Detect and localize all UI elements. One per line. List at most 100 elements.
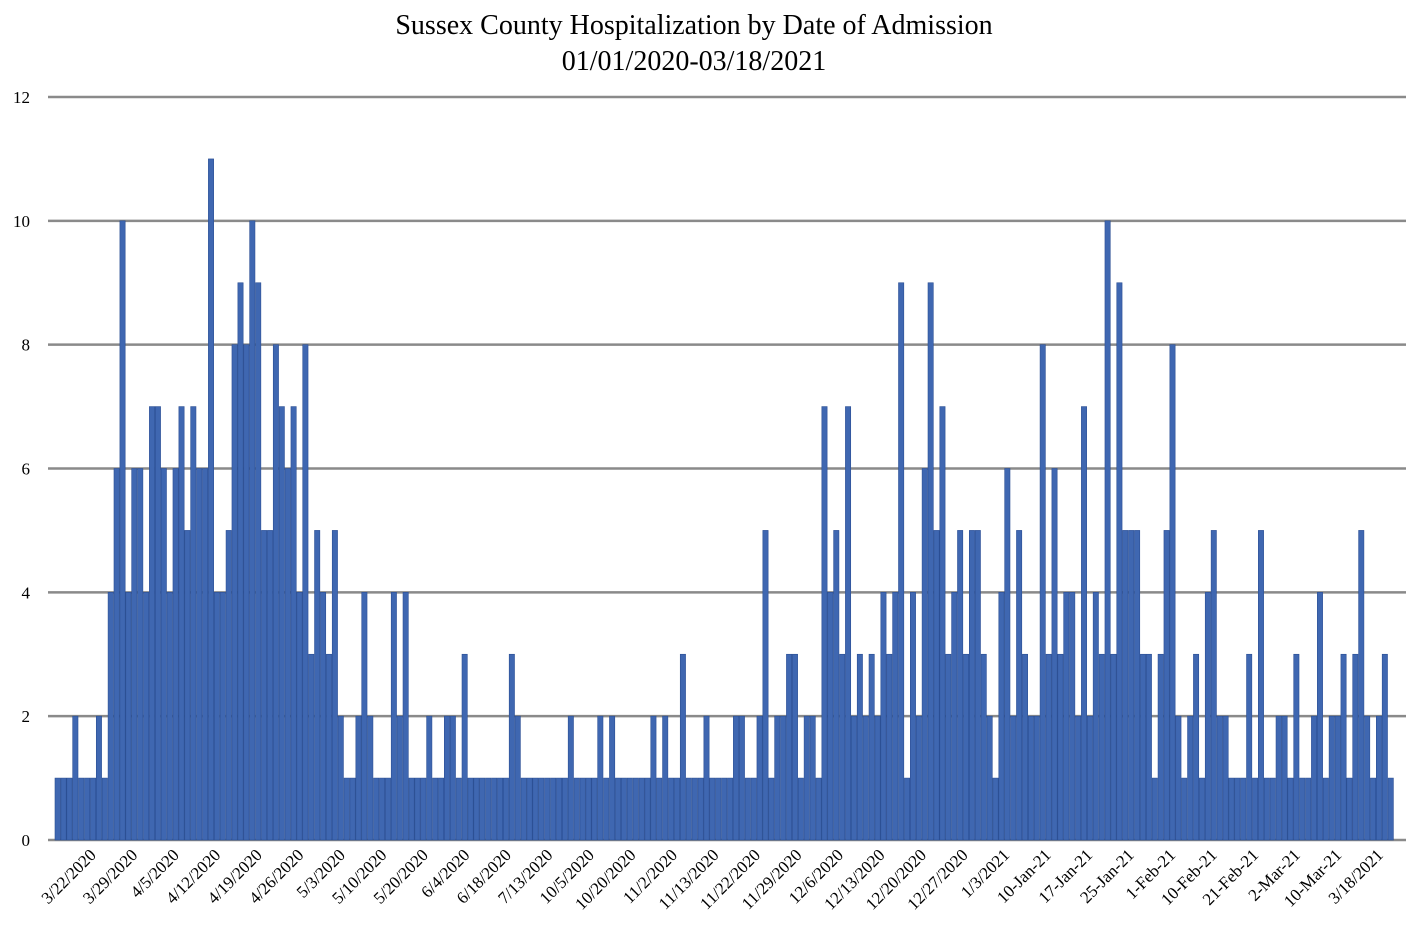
- bar: [491, 777, 498, 841]
- bar: [1063, 592, 1070, 841]
- bar: [390, 592, 397, 841]
- bar: [927, 282, 934, 841]
- bar: [1145, 653, 1152, 841]
- bar: [1081, 406, 1087, 841]
- bar: [1004, 468, 1011, 841]
- bar: [1075, 715, 1082, 841]
- bar: [1151, 777, 1158, 841]
- bar: [921, 468, 928, 841]
- bar: [219, 592, 226, 841]
- bar: [1240, 777, 1247, 841]
- x-axis-tick-labels: 3/22/20203/29/20204/5/20204/12/20204/19/…: [38, 845, 1387, 913]
- y-tick-label: 12: [13, 88, 30, 107]
- bar: [674, 777, 680, 841]
- bar: [502, 777, 509, 841]
- bar: [615, 777, 621, 841]
- bar: [1263, 777, 1270, 841]
- bar: [874, 715, 881, 841]
- bar: [851, 715, 857, 841]
- bar: [721, 777, 728, 841]
- chart-title: Sussex County Hospitalization by Date of…: [395, 10, 992, 41]
- bar: [408, 777, 415, 841]
- bar: [1216, 715, 1223, 841]
- bar: [331, 530, 338, 841]
- bar: [544, 777, 551, 841]
- bar: [1134, 530, 1141, 841]
- bar: [131, 468, 138, 841]
- bar: [84, 777, 91, 841]
- bar: [1069, 592, 1076, 841]
- bar: [349, 777, 356, 841]
- bar: [479, 777, 486, 841]
- bar: [1370, 777, 1377, 841]
- bar: [845, 406, 852, 841]
- bar: [1210, 530, 1217, 841]
- bar: [54, 777, 61, 841]
- bar: [1110, 653, 1117, 841]
- bar: [361, 592, 368, 841]
- y-tick-label: 10: [13, 212, 30, 231]
- bar: [1317, 592, 1323, 841]
- bar: [1051, 468, 1058, 841]
- bar: [420, 777, 427, 841]
- y-tick-label: 0: [22, 831, 31, 850]
- bar: [320, 592, 327, 841]
- bar: [727, 777, 734, 841]
- bar: [1057, 653, 1064, 841]
- bar: [762, 530, 769, 841]
- bar: [662, 715, 669, 841]
- bar: [644, 777, 651, 841]
- bar: [402, 592, 409, 841]
- bar: [438, 777, 445, 841]
- bar: [60, 777, 67, 841]
- bar: [1163, 530, 1170, 841]
- bar: [868, 653, 875, 841]
- bar: [267, 530, 273, 841]
- bar: [1187, 715, 1194, 841]
- bar: [986, 715, 993, 841]
- bar: [1252, 777, 1259, 841]
- y-tick-label: 6: [22, 460, 31, 479]
- bar: [733, 715, 739, 841]
- bar: [172, 468, 179, 841]
- bar: [1387, 777, 1394, 841]
- bar: [892, 592, 899, 841]
- bar: [72, 715, 79, 841]
- bar: [373, 777, 380, 841]
- bar: [945, 653, 952, 841]
- bar: [119, 220, 126, 841]
- bar: [1281, 715, 1288, 841]
- bar: [467, 777, 474, 841]
- bar: [974, 530, 981, 841]
- bar: [184, 530, 191, 841]
- bar: [668, 777, 675, 841]
- bar: [556, 777, 562, 841]
- bar: [473, 777, 480, 841]
- bar: [1258, 530, 1264, 841]
- bar: [66, 777, 73, 841]
- bar: [750, 777, 757, 841]
- bar: [497, 777, 503, 841]
- bar: [166, 592, 173, 841]
- bar: [880, 592, 887, 841]
- bar: [255, 282, 262, 841]
- bar: [444, 715, 450, 841]
- bar: [679, 653, 686, 841]
- bar: [1346, 777, 1353, 841]
- bar: [125, 592, 132, 841]
- bar: [514, 715, 521, 841]
- bar: [1175, 715, 1182, 841]
- bar: [862, 715, 869, 841]
- bar: [95, 715, 102, 841]
- bar: [1376, 715, 1382, 841]
- bar: [1199, 777, 1205, 841]
- bar: [278, 406, 285, 841]
- bar: [414, 777, 421, 841]
- bar: [809, 715, 816, 841]
- bar: [591, 777, 598, 841]
- bar: [780, 715, 787, 841]
- bar: [1275, 715, 1282, 841]
- bar: [1027, 715, 1034, 841]
- bar: [1104, 220, 1111, 841]
